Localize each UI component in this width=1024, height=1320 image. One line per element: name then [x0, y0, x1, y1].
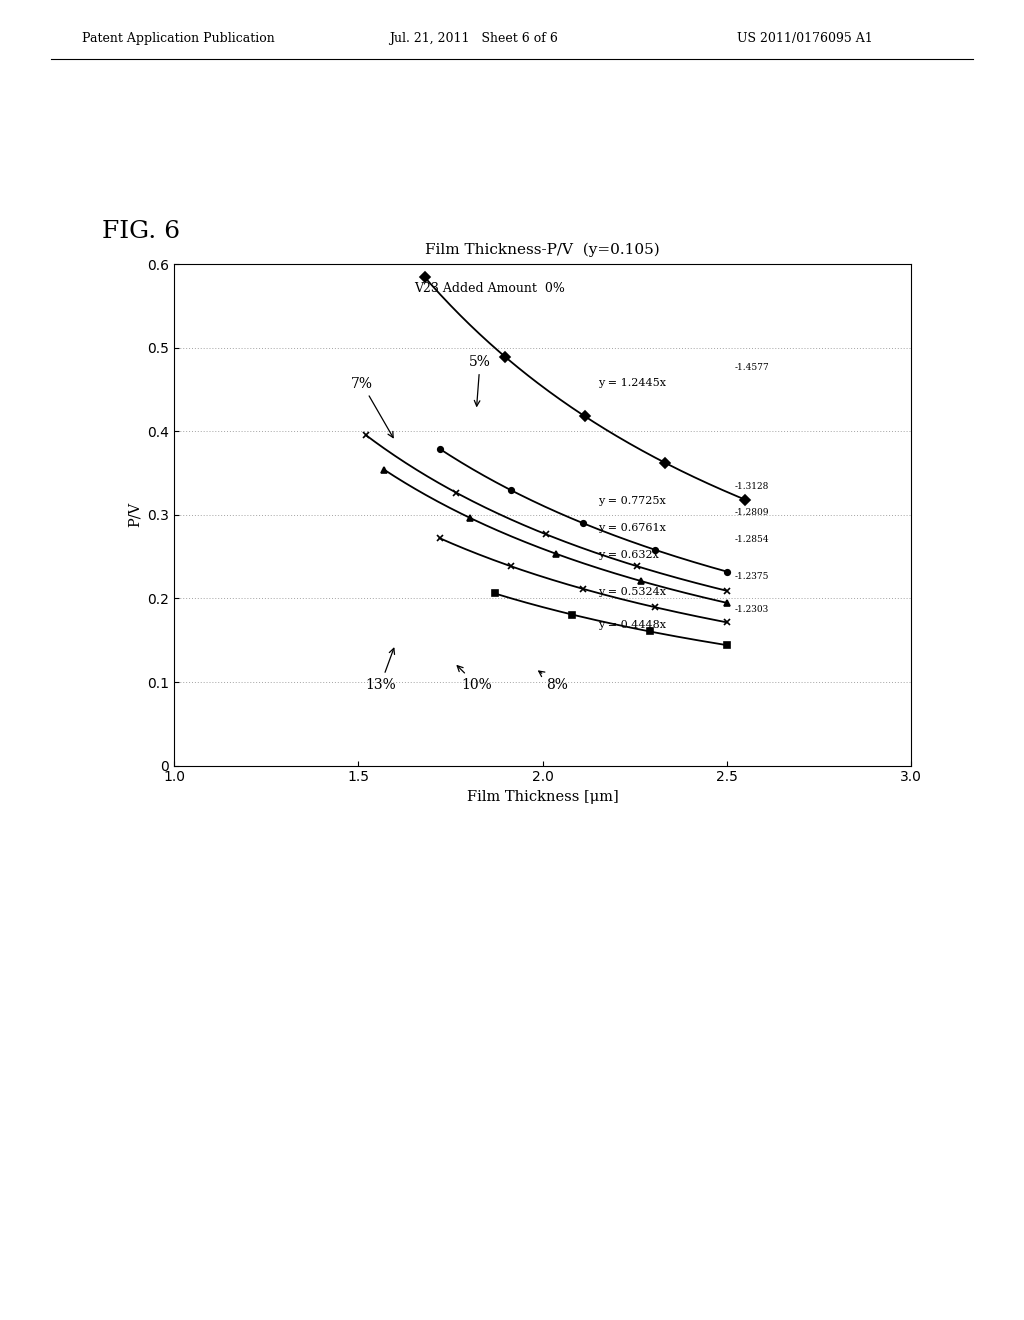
- Text: y = 1.2445x: y = 1.2445x: [598, 378, 666, 388]
- Text: -1.2375: -1.2375: [734, 572, 769, 581]
- Text: -1.2809: -1.2809: [734, 508, 769, 517]
- Text: 8%: 8%: [539, 671, 568, 692]
- Text: -1.4577: -1.4577: [734, 363, 769, 372]
- Text: Patent Application Publication: Patent Application Publication: [82, 32, 274, 45]
- Text: US 2011/0176095 A1: US 2011/0176095 A1: [737, 32, 873, 45]
- Text: 7%: 7%: [351, 376, 393, 438]
- Text: y = 0.7725x: y = 0.7725x: [598, 496, 666, 507]
- Text: y = 0.5324x: y = 0.5324x: [598, 586, 666, 597]
- Text: -1.2854: -1.2854: [734, 535, 769, 544]
- Text: FIG. 6: FIG. 6: [102, 219, 180, 243]
- Text: 10%: 10%: [457, 665, 492, 692]
- X-axis label: Film Thickness [μm]: Film Thickness [μm]: [467, 789, 618, 804]
- Y-axis label: P/V: P/V: [128, 502, 141, 528]
- Text: -1.3128: -1.3128: [734, 482, 769, 491]
- Text: 13%: 13%: [366, 648, 396, 692]
- Text: y = 0.4448x: y = 0.4448x: [598, 620, 666, 630]
- Title: Film Thickness-P/V  (y=0.105): Film Thickness-P/V (y=0.105): [425, 243, 660, 257]
- Text: V23 Added Amount  0%: V23 Added Amount 0%: [414, 281, 564, 294]
- Text: y = 0.6761x: y = 0.6761x: [598, 523, 666, 533]
- Text: -1.2303: -1.2303: [734, 606, 769, 614]
- Text: 5%: 5%: [469, 355, 490, 407]
- Text: y = 0.632x: y = 0.632x: [598, 550, 658, 560]
- Text: Jul. 21, 2011   Sheet 6 of 6: Jul. 21, 2011 Sheet 6 of 6: [389, 32, 558, 45]
